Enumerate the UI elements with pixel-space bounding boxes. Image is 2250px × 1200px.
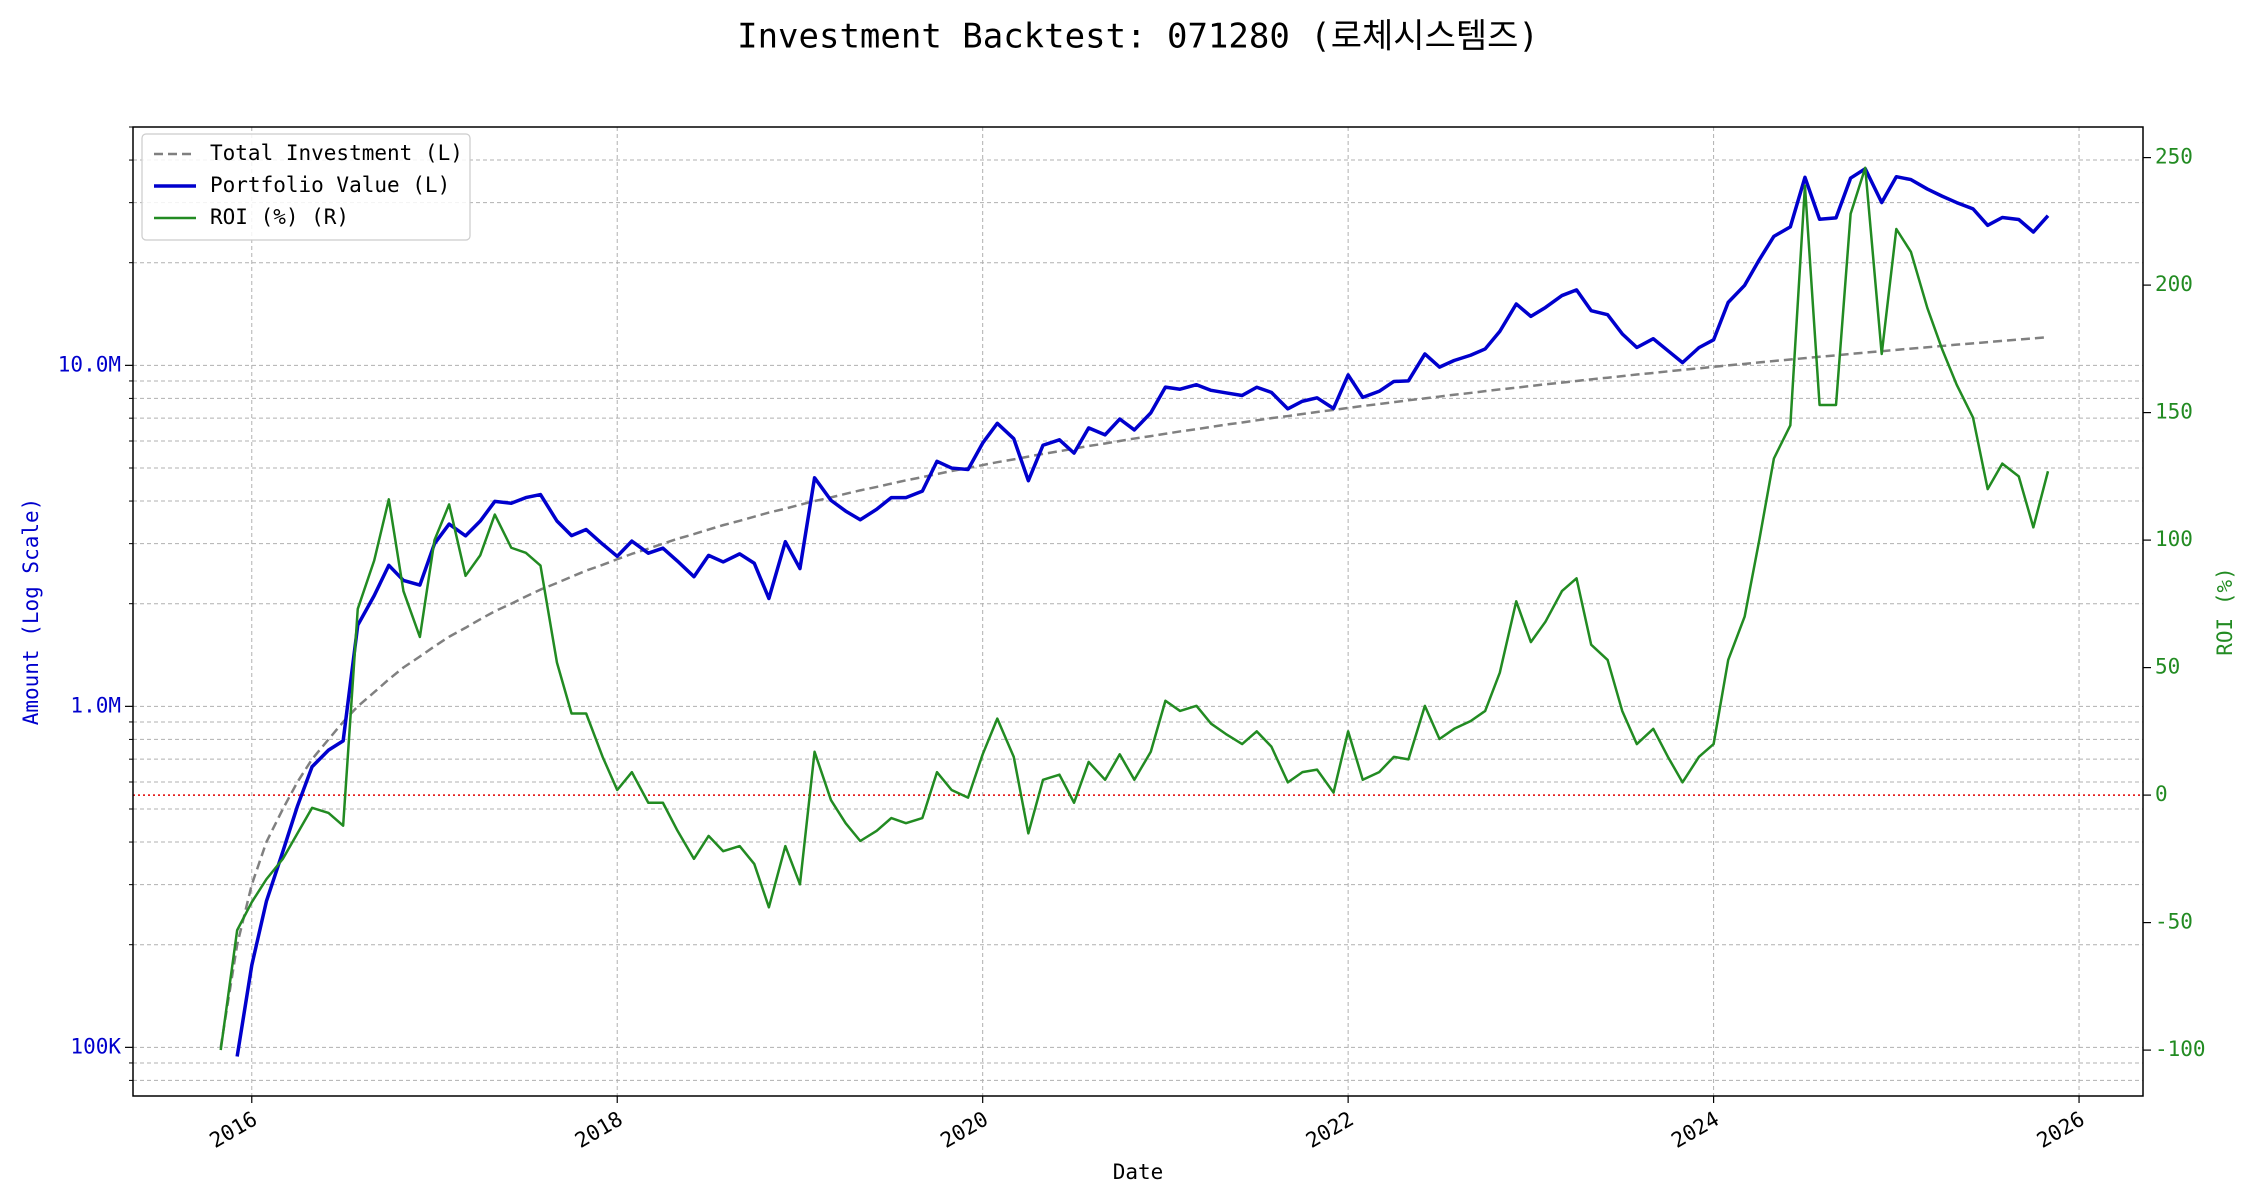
series-line (235, 167, 2050, 1057)
y2-tick-label: 250 (2155, 145, 2193, 169)
chart-title: Investment Backtest: 071280 (로체시스템즈) (737, 17, 1539, 57)
y2-tick-label: 150 (2155, 400, 2193, 424)
legend-label: Portfolio Value (L) (210, 173, 450, 197)
y-tick-label: 100K (70, 1034, 121, 1058)
legend-label: Total Investment (L) (210, 141, 463, 165)
legend-box (141, 133, 471, 241)
x-axis-label: Date (1113, 1160, 1164, 1184)
plot-frame (132, 126, 2144, 1097)
series-line (219, 335, 2049, 1048)
y-axis-label: Amount (Log Scale) (19, 498, 43, 726)
y2-axis-label: ROI (%) (2213, 567, 2237, 656)
y2-tick-label: 50 (2155, 655, 2180, 679)
legend-label: ROI (%) (R) (210, 205, 349, 229)
y-tick-label: 10.0M (58, 352, 121, 376)
y2-tick-label: 200 (2155, 272, 2193, 296)
y2-tick-label: 100 (2155, 527, 2193, 551)
series-line (219, 166, 2050, 1051)
y2-tick-label: -100 (2155, 1037, 2206, 1061)
y-tick-label: 1.0M (70, 693, 121, 717)
y2-tick-label: 0 (2155, 782, 2168, 806)
y2-tick-label: -50 (2155, 910, 2193, 934)
